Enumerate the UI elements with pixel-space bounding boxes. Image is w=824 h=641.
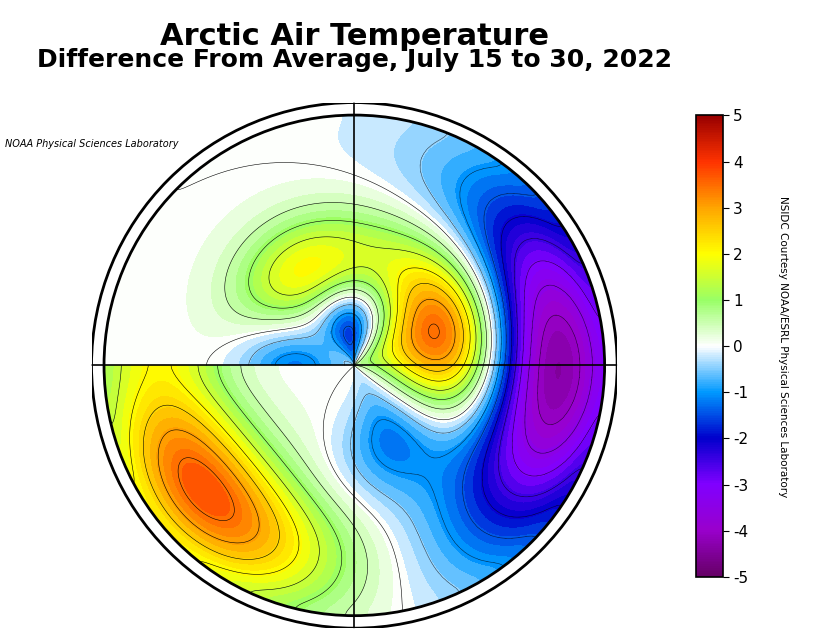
Point [348,360,361,370]
Point [348,360,361,370]
Point [348,360,361,370]
Point [348,360,361,370]
Point [348,360,361,370]
Point [348,360,361,370]
Point [348,360,361,370]
Point [348,360,361,370]
Point [348,360,361,370]
Point [348,360,361,370]
Point [348,360,361,370]
Point [348,360,361,370]
Point [348,360,361,370]
Point [348,360,361,370]
Point [348,360,361,370]
Point [348,360,361,370]
Point [348,360,361,370]
Point [348,360,361,370]
Point [348,360,361,370]
Point [348,360,361,370]
Point [348,360,361,370]
Point [348,360,361,370]
Point [348,360,361,370]
Ellipse shape [91,103,617,628]
Point [348,360,361,370]
Point [348,360,361,370]
Point [348,360,361,370]
Point [348,360,361,370]
Point [348,360,361,370]
Point [348,360,361,370]
Point [348,360,361,370]
Point [348,360,361,370]
Point [348,360,361,370]
Point [348,360,361,370]
Point [348,360,361,370]
Point [348,360,361,370]
Point [348,360,361,370]
Point [348,360,361,370]
Point [348,360,361,370]
Point [348,360,361,370]
Point [348,360,361,370]
Point [348,360,361,370]
Point [348,360,361,370]
Point [348,360,361,370]
Text: Arctic Air Temperature: Arctic Air Temperature [160,22,549,51]
Text: NOAA Physical Sciences Laboratory: NOAA Physical Sciences Laboratory [5,139,178,149]
Point [348,360,361,370]
Text: Difference From Average, July 15 to 30, 2022: Difference From Average, July 15 to 30, … [37,48,672,72]
Point [348,360,361,370]
Point [348,360,361,370]
Point [348,360,361,370]
Point [348,360,361,370]
Point [348,360,361,370]
Text: NSIDC Courtesy NOAA/ESRL Physical Sciences Laboratory: NSIDC Courtesy NOAA/ESRL Physical Scienc… [778,196,788,497]
Point [348,360,361,370]
Point [348,360,361,370]
Point [348,360,361,370]
Point [348,360,361,370]
Point [348,360,361,370]
Point [348,360,361,370]
Point [348,360,361,370]
Point [348,360,361,370]
Point [348,360,361,370]
Point [348,360,361,370]
Point [348,360,361,370]
Point [348,360,361,370]
Point [348,360,361,370]
Point [348,360,361,370]
Point [348,360,361,370]
Point [348,360,361,370]
Point [348,360,361,370]
Point [348,360,361,370]
Point [348,360,361,370]
Point [348,360,361,370]
Point [348,360,361,370]
